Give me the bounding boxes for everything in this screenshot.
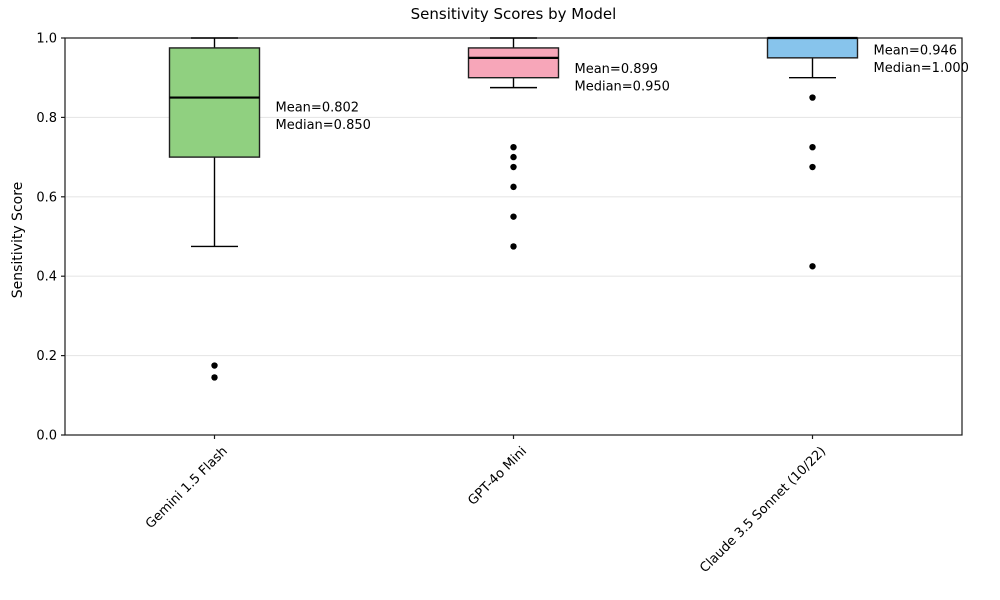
outlier-dot [510,243,517,250]
mean-annotation: Mean=0.946 [874,43,958,58]
outlier-dot [211,362,218,369]
outlier-dot [510,153,517,161]
y-tick-label: 1.0 [36,32,57,47]
outlier-dot [809,94,816,101]
y-tick-label: 0.0 [36,429,57,444]
mean-annotation: Mean=0.802 [276,101,360,116]
outlier-dot [510,163,517,171]
y-tick-label: 0.4 [36,270,57,285]
box [168,47,261,158]
outlier-dot [809,143,816,151]
y-axis-label: Sensitivity Score [10,181,26,299]
median-annotation: Median=1.000 [874,61,969,76]
median-annotation: Median=0.950 [575,80,670,95]
y-tick-label: 0.2 [36,349,57,364]
box [467,47,560,79]
median-annotation: Median=0.850 [276,118,371,133]
outlier-dot [809,163,816,171]
y-tick-label: 0.8 [36,111,57,126]
mean-annotation: Mean=0.899 [575,62,659,77]
chart-title: Sensitivity Scores by Model [410,5,617,23]
y-tick-label: 0.6 [36,190,57,205]
outlier-dot [809,263,816,270]
box [766,37,859,59]
outlier-dot [510,183,517,191]
outlier-dot [211,374,218,381]
outlier-dot [510,213,517,220]
outlier-dot [510,143,517,151]
